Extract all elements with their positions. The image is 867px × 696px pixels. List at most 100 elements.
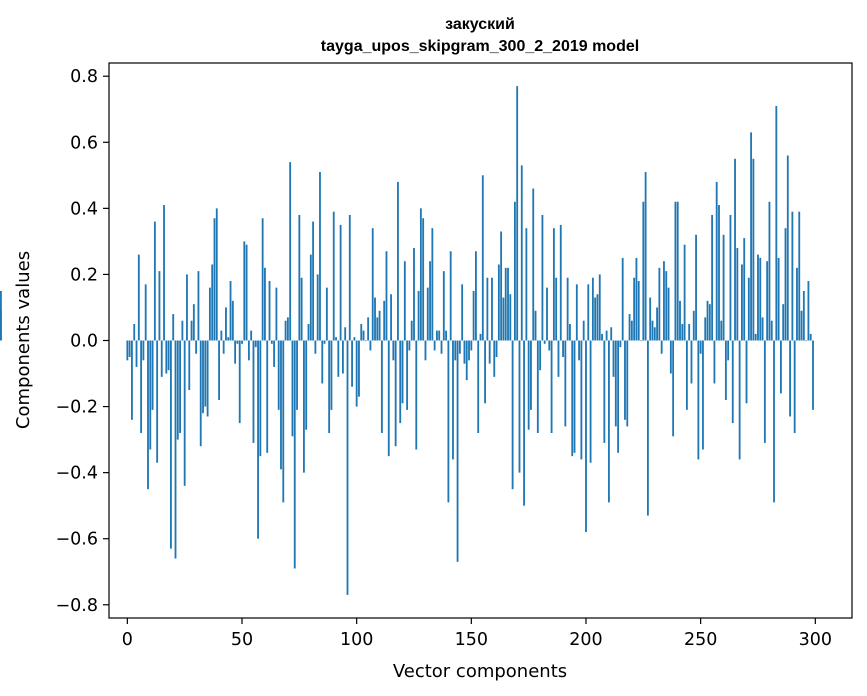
bar [777,257,780,341]
bar [720,320,723,341]
bar [135,340,138,367]
y-axis-title: Components values [13,251,34,429]
bar [516,86,519,341]
bar [614,340,617,427]
bar [789,340,791,417]
bar [624,340,626,420]
bar [204,340,207,407]
bar [653,327,656,341]
bar [548,340,551,351]
bar [176,340,179,440]
bar [277,340,280,410]
bar [786,155,789,341]
y-tick-label: 0.0 [70,332,98,352]
bar [665,271,668,341]
bar [766,261,769,341]
bar [153,221,156,341]
bar [137,254,140,341]
bar [495,340,498,358]
bar [800,310,803,341]
bar [401,340,404,404]
bar [642,201,645,341]
bar [741,264,743,341]
bar [546,287,548,341]
bar [525,228,528,341]
bar [144,284,147,341]
bar [679,300,681,341]
bar [360,323,363,341]
bar [335,337,337,341]
bar [259,340,262,457]
plot-frame [108,62,853,619]
bar [369,340,372,351]
bar [298,214,301,341]
bar [736,248,739,341]
bar [195,340,198,354]
bar [718,205,720,341]
bar [674,201,677,341]
bar [188,340,191,391]
bar [745,340,748,404]
bar [747,277,750,341]
bar [376,317,379,341]
bar [341,340,344,374]
bar [156,340,159,463]
bar [511,340,514,490]
bar [325,287,328,341]
bar [596,294,599,341]
bar [724,340,727,400]
bar [621,257,624,341]
bar [452,340,454,460]
bar [422,218,425,341]
bar [589,340,592,463]
x-tick-label: 300 [799,630,832,650]
bar [410,320,413,341]
bar [562,340,564,358]
x-tick-label: 0 [122,630,133,650]
bar [775,105,778,341]
bar [484,340,486,404]
bar [436,330,438,341]
y-tick-label: −0.8 [56,596,99,616]
bar [497,264,500,341]
bar [532,188,535,341]
bar [284,320,287,341]
bar [142,340,145,361]
bar [353,337,356,341]
bar [374,297,376,341]
bar [247,340,250,361]
bar [520,165,523,341]
bar [578,340,581,361]
bar [649,297,652,341]
bar [465,340,468,381]
bar [518,340,521,473]
bar [206,340,209,417]
bar [683,244,686,341]
bar [208,287,211,341]
bar [183,340,186,486]
bar [768,201,771,341]
bar [491,277,493,341]
bar [692,310,695,341]
x-tick-label: 50 [231,630,253,650]
bar [752,158,755,341]
bar [708,304,711,341]
bar [633,277,636,341]
chart-title-line-1: закуский [445,16,515,33]
bar [238,340,241,424]
bar [339,224,342,341]
bar [307,323,310,341]
bar [227,337,230,341]
bar [147,340,149,490]
bar [626,340,629,427]
bar [594,297,597,341]
bar [394,340,397,447]
bar [250,330,253,341]
bar [300,277,303,341]
bar [591,277,594,341]
bar [731,340,734,424]
bar [809,333,812,341]
bar [658,267,661,341]
bar [743,238,746,341]
